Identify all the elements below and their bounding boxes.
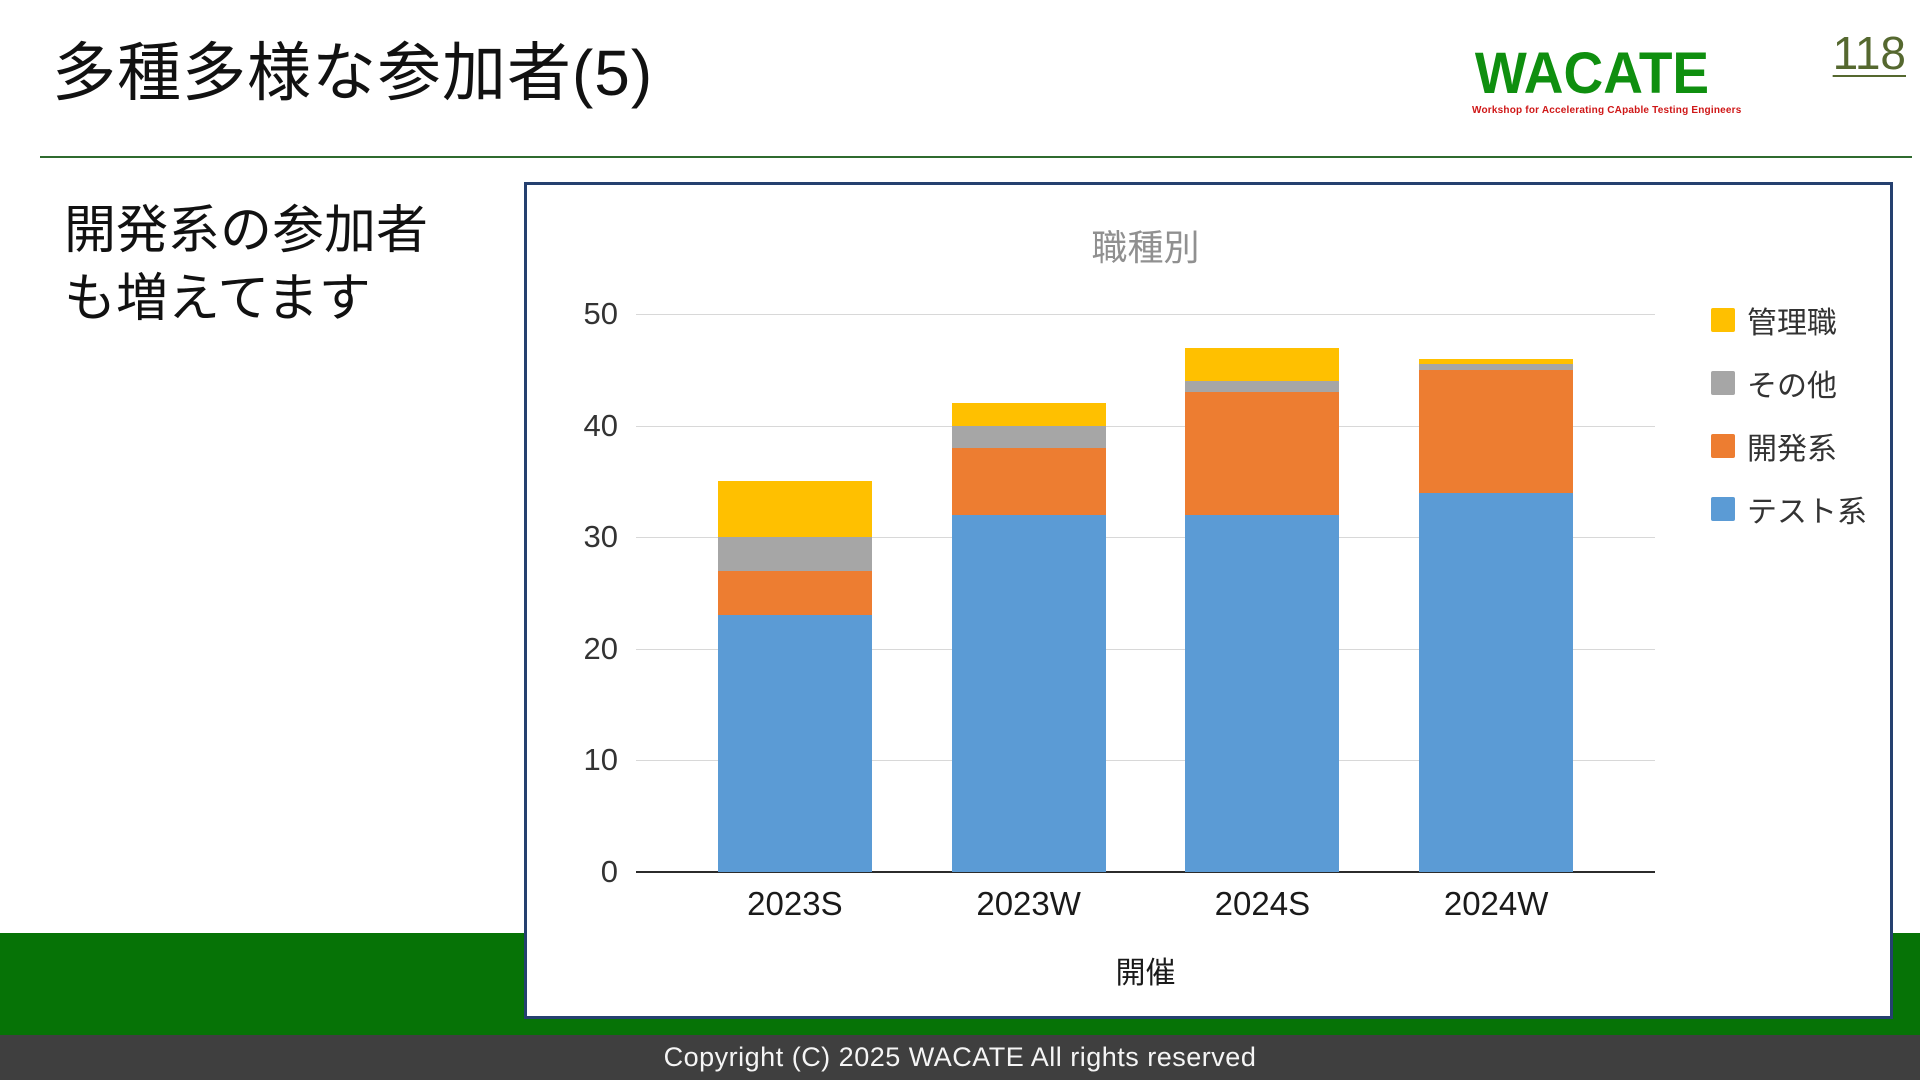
bar-segment-開発系	[951, 447, 1106, 515]
x-tick-label: 2023S	[747, 885, 843, 922]
gridline	[636, 425, 1655, 427]
stacked-bar-2024W	[1419, 358, 1574, 872]
bar-segment-管理職	[1419, 358, 1574, 365]
bar-slot	[1379, 314, 1613, 872]
y-tick-label: 20	[583, 630, 618, 666]
bar-segment-テスト系	[951, 514, 1106, 872]
body-text: 開発系の参加者 も増えてます	[64, 198, 428, 333]
x-tick-labels: 2023S 2023W 2024S 2024W	[678, 885, 1613, 923]
x-tick-label: 2024S	[1214, 885, 1311, 922]
body-text-line: 開発系の参加者	[64, 202, 429, 260]
wacate-logo: WACATE Workshop for Accelerating CApable…	[1472, 40, 1742, 116]
legend-label: テスト系	[1747, 496, 1867, 529]
plot-area	[636, 314, 1655, 873]
bar-segment-テスト系	[717, 615, 872, 872]
chart-panel: 職種別 0 10 20 30 40 50 2023S 2023W 2024S 2024W 開催 …	[524, 182, 1893, 1019]
y-tick-label: 30	[583, 519, 618, 555]
legend-label: 管理職	[1747, 307, 1837, 340]
y-tick-label: 50	[583, 296, 618, 331]
y-tick-label: 0	[600, 854, 618, 889]
title-divider	[40, 156, 1912, 158]
chart-title: 職種別	[1091, 227, 1200, 268]
legend-label: 開発系	[1747, 433, 1837, 466]
legend-item: 開発系	[1711, 424, 1867, 468]
bar-segment-開発系	[717, 570, 872, 616]
bar-segment-テスト系	[1185, 514, 1340, 872]
bar-slot	[678, 314, 912, 872]
bar-segment-開発系	[1185, 392, 1340, 515]
legend: 管理職その他開発系テスト系	[1711, 298, 1867, 531]
gridline	[636, 648, 1655, 650]
bar-segment-テスト系	[1419, 492, 1574, 872]
bars	[678, 314, 1613, 872]
legend-swatch	[1711, 308, 1735, 332]
y-axis: 0 10 20 30 40 50	[527, 296, 618, 889]
legend-swatch	[1711, 434, 1735, 458]
x-tick-label: 2024W	[1443, 885, 1549, 922]
y-tick-label: 10	[583, 742, 618, 778]
legend-label: その他	[1747, 370, 1837, 403]
x-tick-label: 2023W	[976, 885, 1081, 922]
legend-swatch	[1711, 497, 1735, 521]
gridline	[636, 537, 1655, 539]
gridline	[636, 314, 1655, 315]
body-text-line: も増えてます	[64, 269, 371, 328]
slide-title: 多種多様な参加者(5)	[52, 37, 654, 109]
legend-item: 管理職	[1711, 298, 1867, 342]
y-tick-label: 40	[583, 407, 618, 443]
stacked-bar-2023W	[951, 403, 1106, 872]
wacate-logo-tagline: Workshop for Accelerating CApable Testin…	[1472, 105, 1742, 116]
bar-segment-開発系	[1419, 369, 1574, 493]
bar-segment-その他	[951, 425, 1106, 448]
bar-segment-その他	[1185, 380, 1340, 393]
bar-slot	[912, 314, 1146, 872]
bar-segment-その他	[717, 537, 872, 571]
bar-segment-管理職	[951, 403, 1106, 426]
bar-slot	[1146, 314, 1380, 872]
stacked-bar-2023S	[717, 481, 872, 872]
bar-segment-管理職	[717, 481, 872, 538]
page-number: 118	[1832, 27, 1906, 79]
legend-item: テスト系	[1711, 487, 1867, 531]
bar-segment-その他	[1419, 364, 1574, 370]
stacked-bar-2024S	[1185, 347, 1340, 872]
gridline	[636, 760, 1655, 762]
x-axis-title: 開催	[1115, 957, 1176, 990]
legend-swatch	[1711, 371, 1735, 395]
legend-item: その他	[1711, 361, 1867, 405]
bar-segment-管理職	[1185, 347, 1340, 381]
copyright-text: Copyright (C) 2025 WACATE All rights res…	[663, 1042, 1257, 1072]
wacate-logo-text: WACATE	[1474, 40, 1710, 106]
x-axis-line	[636, 871, 1655, 873]
footer-bar: Copyright (C) 2025 WACATE All rights res…	[0, 1035, 1920, 1080]
